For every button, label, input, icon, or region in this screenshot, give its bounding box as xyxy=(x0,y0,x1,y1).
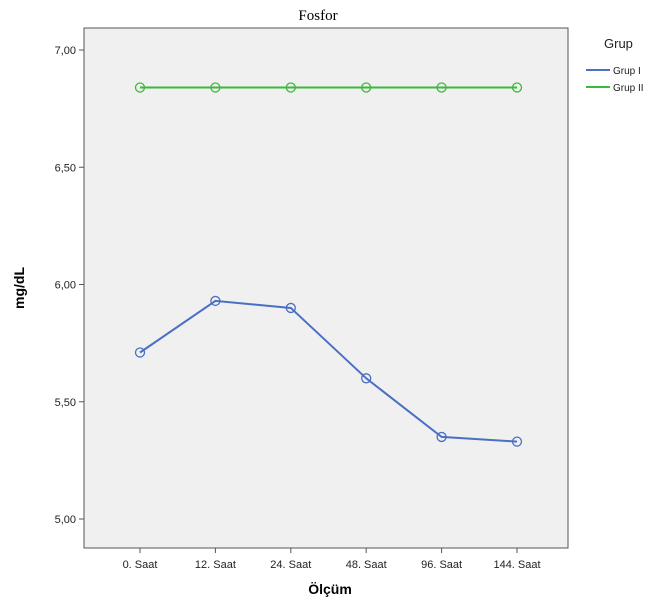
series-1-point xyxy=(361,373,372,384)
chart-title: Fosfor xyxy=(298,8,337,24)
series-1-point xyxy=(436,431,447,443)
x-tick-label: 24. Saat xyxy=(270,559,311,571)
series-1-point xyxy=(210,295,221,307)
series-2-point xyxy=(436,82,447,93)
legend-entry: Grup I xyxy=(613,66,641,77)
x-tick-label: 0. Saat xyxy=(123,559,158,571)
x-axis-label: Ölçüm xyxy=(308,581,352,597)
x-axis-ticks: 0. Saat 12. Saat 24. Saat 48. Saat 96. Saat 1… xyxy=(123,548,541,571)
series-1-point xyxy=(511,436,523,447)
series-2-point xyxy=(285,82,296,93)
y-axis-label: mg/dL xyxy=(11,267,27,309)
legend: Grup I Grup II xyxy=(586,66,644,94)
x-tick-label: 12. Saat xyxy=(195,559,236,571)
y-tick-label: 5,50 xyxy=(55,397,76,409)
x-tick-label: 96. Saat xyxy=(421,559,462,571)
x-tick-label: 48. Saat xyxy=(346,559,387,571)
y-tick-label: 6,00 xyxy=(55,280,76,292)
legend-title: Grup xyxy=(604,36,633,51)
plot-area xyxy=(83,27,569,549)
y-tick-label: 5,00 xyxy=(55,514,76,526)
y-tick-label: 7,00 xyxy=(55,45,76,57)
series-2-point xyxy=(511,82,523,93)
series-1-line xyxy=(139,299,518,443)
y-axis-ticks: 5,00 5,50 6,00 6,50 7,00 xyxy=(55,45,84,526)
y-tick-label: 6,50 xyxy=(55,162,76,174)
series-2-point xyxy=(210,82,221,93)
legend-entry: Grup II xyxy=(613,83,644,94)
series-2-point xyxy=(134,82,146,93)
series-1-point xyxy=(285,302,296,314)
series-1-point xyxy=(134,347,146,358)
x-tick-label: 144. Saat xyxy=(493,559,540,571)
series-2-point xyxy=(361,82,372,93)
series-layer xyxy=(134,82,523,447)
